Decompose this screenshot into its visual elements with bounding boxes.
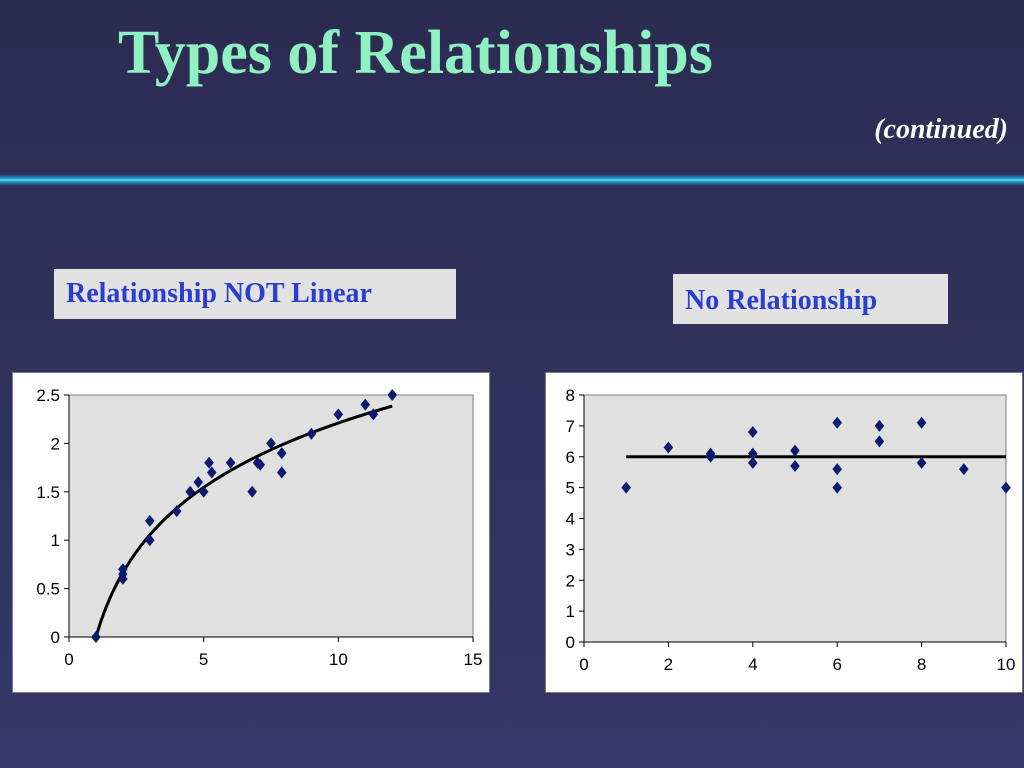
left-chart-x-tick-label: 0 — [64, 650, 73, 669]
left-chart-data-point — [118, 563, 128, 576]
right-chart-data-point — [832, 481, 842, 494]
right-chart-data-point — [748, 426, 758, 439]
left-chart-y-tick-label: 2 — [51, 434, 60, 453]
right-chart-data-point — [916, 416, 927, 429]
slide-subtitle: (continued) — [874, 114, 1008, 145]
left-chart-x-tick-label: 10 — [329, 650, 348, 669]
right-chart-y-tick-label: 7 — [566, 417, 575, 436]
left-chart-data-point — [368, 408, 379, 421]
chart-not-linear-svg: 0 0.5 1 1.5 2 2.5 0 5 10 15 — [36, 386, 483, 669]
left-chart-y-tick-label: 1 — [51, 531, 60, 550]
left-chart-data-point — [198, 485, 209, 498]
right-chart-y-tick-label: 2 — [566, 571, 575, 590]
label-no-relationship: No Relationship — [673, 274, 948, 324]
left-chart-data-point — [185, 485, 195, 498]
right-chart-x-tick-label: 10 — [997, 655, 1016, 674]
right-chart-y-tick-label: 6 — [566, 448, 575, 467]
left-chart-data-point — [204, 456, 214, 469]
left-chart-data-point — [91, 631, 101, 643]
right-chart-y-tick-label: 8 — [566, 386, 575, 405]
left-chart-y-tick-label: 2.5 — [36, 386, 60, 405]
right-chart-y-tick-label: 1 — [566, 602, 575, 621]
right-chart-y-tick-label: 3 — [566, 540, 575, 559]
left-chart-data-point — [171, 505, 182, 518]
left-chart-x-tick-label: 15 — [464, 650, 483, 669]
right-chart-data-point — [748, 456, 758, 469]
right-chart-y-tick-label: 4 — [566, 510, 575, 529]
right-chart-x-tick-label: 2 — [664, 655, 673, 674]
left-chart-data-point — [276, 466, 287, 479]
left-chart-x-tick-label: 5 — [199, 650, 208, 669]
left-chart-data-point — [387, 389, 397, 401]
right-chart-data-point — [959, 463, 969, 476]
right-chart-data-point — [874, 435, 885, 448]
right-chart-data-point — [705, 450, 716, 463]
left-chart-data-point — [206, 466, 217, 479]
left-chart-data-point — [306, 427, 317, 440]
right-chart-y-tick-label: 5 — [566, 479, 575, 498]
left-chart-data-point — [360, 398, 371, 411]
right-chart-x-tick-label: 8 — [917, 655, 926, 674]
slide-title: Types of Relationships — [118, 19, 713, 87]
label-relationship-not-linear: Relationship NOT Linear — [54, 269, 456, 319]
left-chart-data-point — [145, 514, 155, 527]
right-chart-data-point — [832, 463, 842, 476]
chart-no-relationship-svg: 0 1 2 3 4 5 6 7 8 0 2 4 6 8 10 — [566, 386, 1016, 674]
left-chart-data-point — [333, 408, 344, 421]
right-chart-x-tick-label: 0 — [579, 655, 588, 674]
left-chart-y-tick-label: 0 — [51, 628, 60, 647]
left-chart-y-tick-label: 1.5 — [36, 483, 60, 502]
chart-no-relationship: 0 1 2 3 4 5 6 7 8 0 2 4 6 8 10 — [545, 372, 1023, 693]
left-chart-plot-area — [68, 394, 474, 638]
left-chart-y-tick-label: 0.5 — [36, 580, 60, 599]
left-chart-data-point — [247, 485, 257, 498]
right-chart-data-point — [832, 416, 842, 429]
right-chart-data-point — [748, 447, 758, 460]
left-chart-data-point — [145, 534, 155, 547]
right-chart-data-point — [916, 456, 927, 469]
right-chart-x-tick-label: 4 — [748, 655, 757, 674]
left-chart-data-point — [225, 456, 236, 469]
right-chart-data-point — [621, 481, 631, 494]
left-chart-data-point — [276, 447, 287, 460]
right-chart-y-tick-label: 0 — [566, 633, 575, 652]
left-chart-data-point — [193, 476, 204, 489]
chart-not-linear: 0 0.5 1 1.5 2 2.5 0 5 10 15 — [12, 372, 490, 693]
title-divider — [0, 174, 1024, 186]
right-chart-plot-area — [583, 394, 1007, 643]
left-chart-data-point — [266, 437, 276, 450]
right-chart-x-tick-label: 6 — [832, 655, 841, 674]
left-chart-data-point — [255, 458, 266, 471]
right-chart-data-point — [663, 441, 674, 454]
right-chart-data-point — [874, 419, 885, 432]
